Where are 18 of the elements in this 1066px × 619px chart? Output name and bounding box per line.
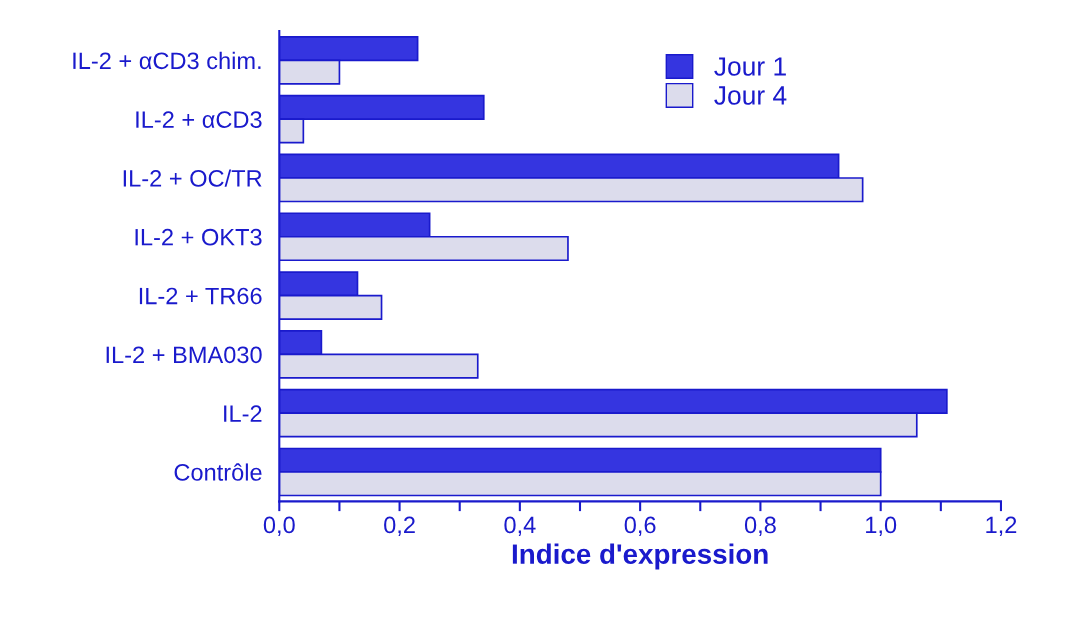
x-tick-label: 0,2: [384, 516, 415, 537]
y-tick-label: IL-2 + αCD3 chim.: [73, 51, 261, 70]
legend-label: Jour 1: [714, 57, 786, 76]
x-tick-label: 1,2: [986, 516, 1017, 537]
y-tick-label: IL-2 + OC/TR: [123, 169, 262, 187]
x-tick-label: 1,0: [866, 516, 897, 537]
y-tick-label: IL-2: [224, 405, 262, 422]
y-tick-label: IL-2 + OKT3: [135, 228, 262, 246]
legend-label: Jour 4: [714, 86, 787, 105]
y-tick-label: IL-2 + αCD3: [136, 111, 262, 128]
y-tick-label: IL-2 + TR66: [139, 287, 262, 305]
x-axis-title: Indice d'expression: [512, 543, 768, 570]
x-tick-label: 0,4: [504, 516, 536, 537]
x-tick-label: 0,8: [744, 516, 776, 537]
x-tick-label: 0,0: [263, 516, 295, 537]
y-tick-label: Contrôle: [174, 463, 262, 481]
y-tick-label: IL-2 + BMA030: [106, 346, 262, 364]
x-tick-label: 0,6: [624, 516, 656, 537]
